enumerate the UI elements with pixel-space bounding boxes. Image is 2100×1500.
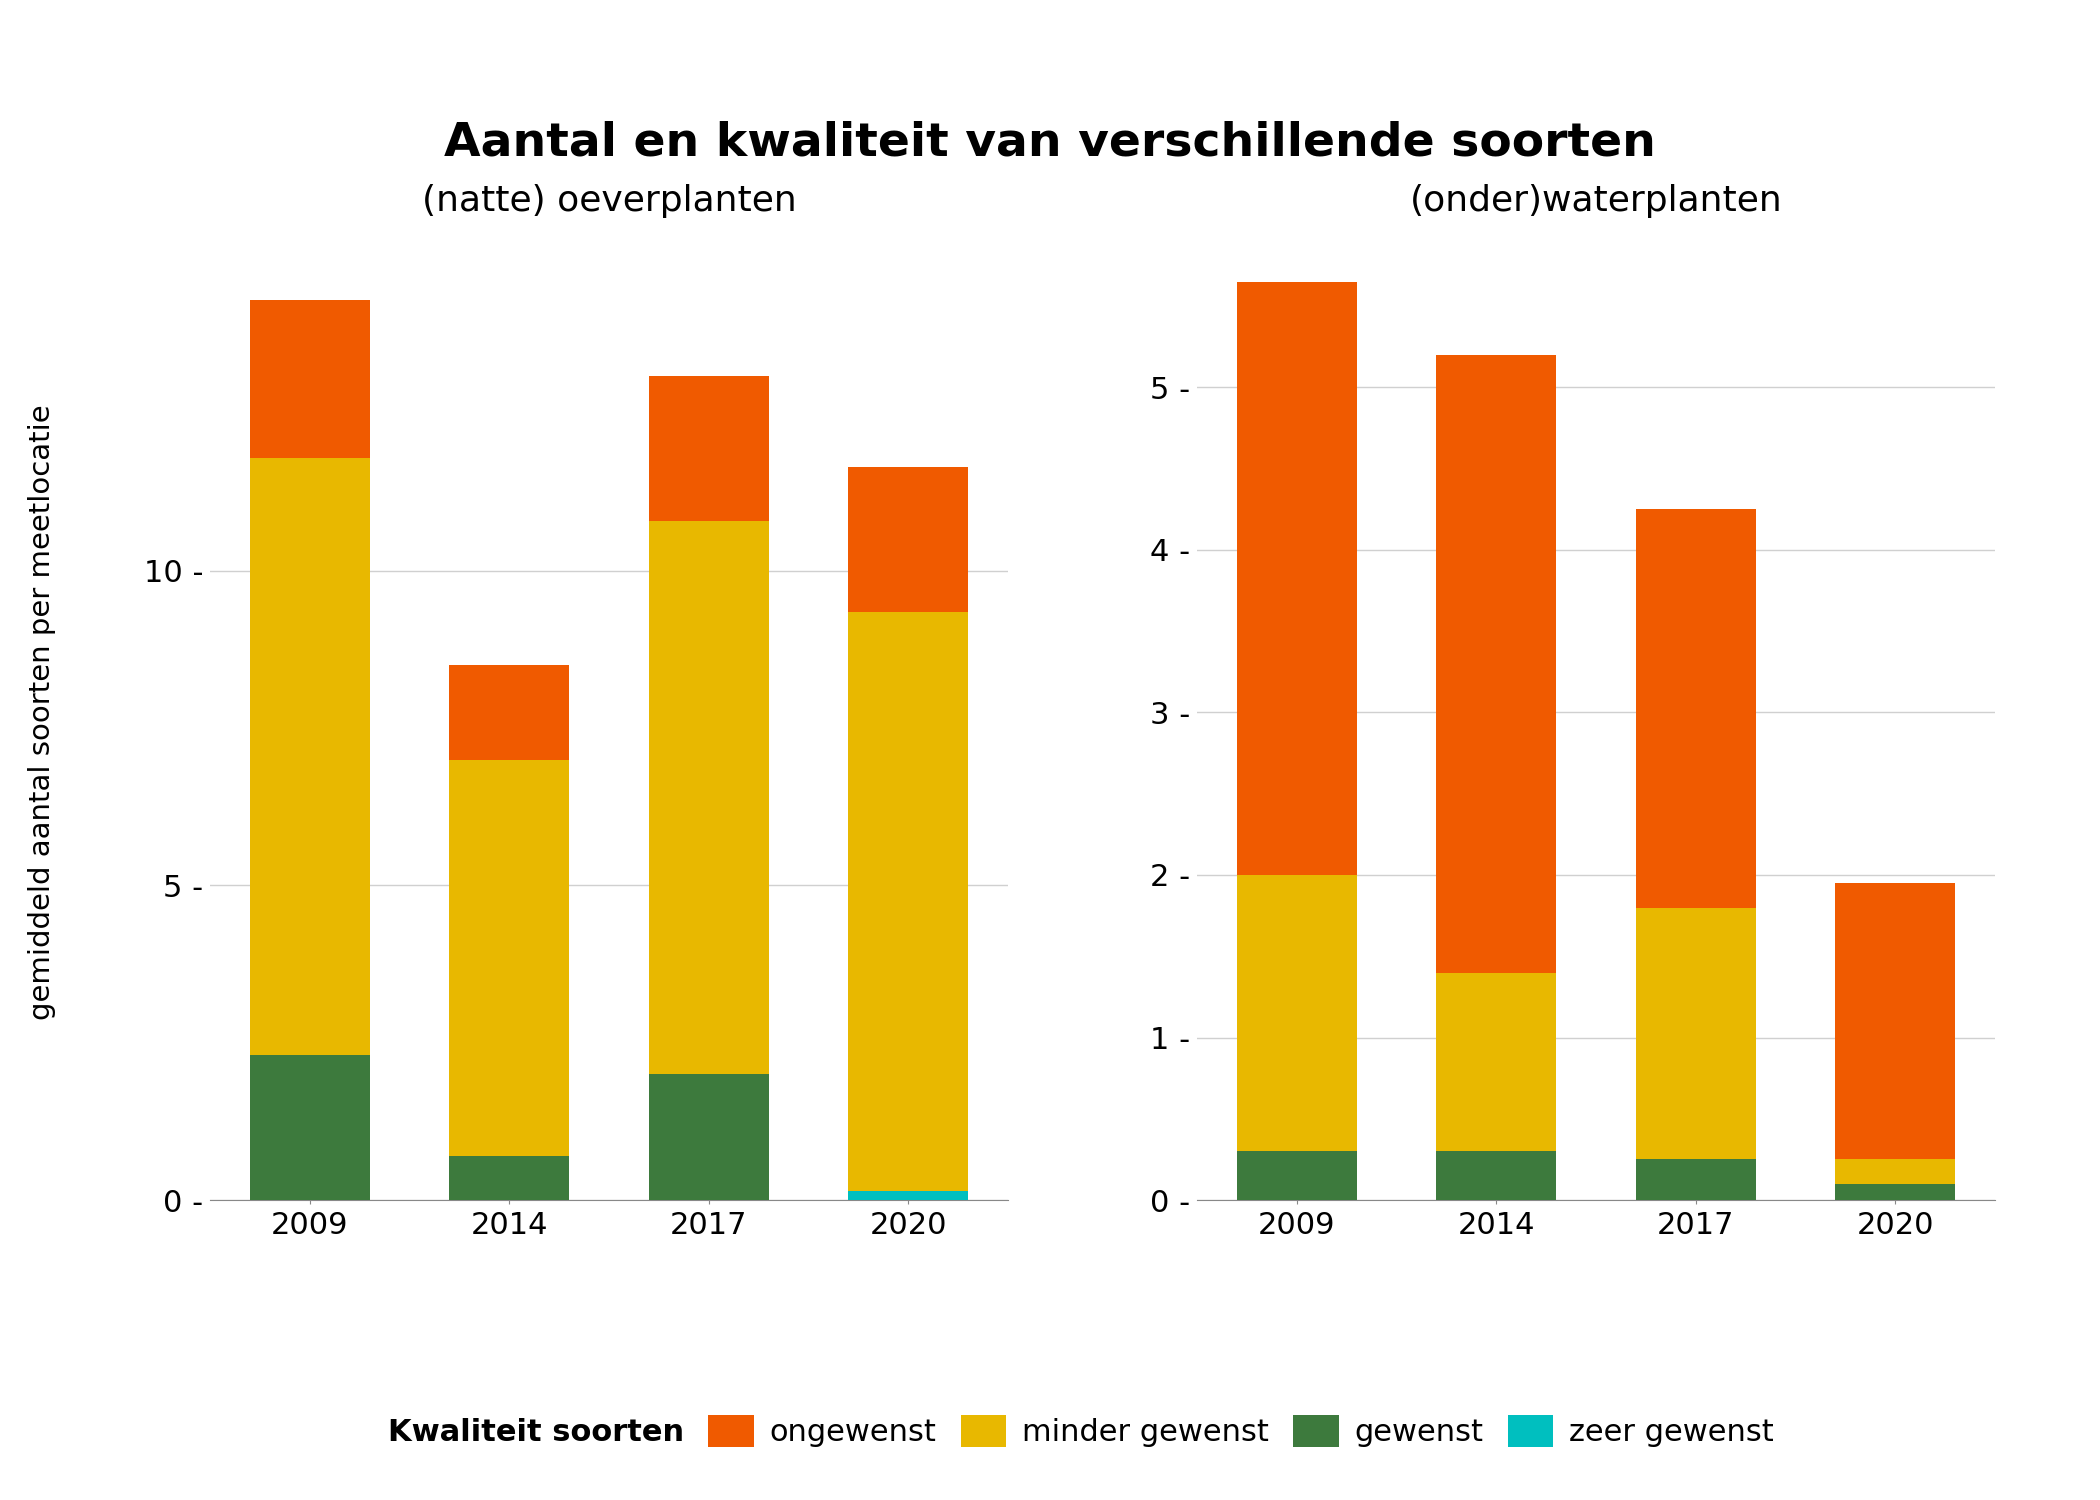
Legend: Kwaliteit soorten, ongewenst, minder gewenst, gewenst, zeer gewenst: Kwaliteit soorten, ongewenst, minder gew… [326,1416,1774,1448]
Bar [449,759,569,1156]
Bar [1237,874,1357,1152]
Bar [250,458,370,1056]
Bar [1636,908,1756,1160]
Bar [1835,1184,1955,1200]
Bar [1237,282,1357,874]
Bar [848,466,968,612]
Bar [848,612,968,1191]
Bar [1436,1152,1556,1200]
Bar [1636,510,1756,908]
Title: (natte) oeverplanten: (natte) oeverplanten [422,184,796,218]
Bar [649,1074,769,1200]
Bar [848,1191,968,1200]
Bar [449,666,569,759]
Bar [649,520,769,1074]
Bar [1636,1160,1756,1200]
Bar [250,300,370,458]
Bar [250,1056,370,1200]
Title: (onder)waterplanten: (onder)waterplanten [1409,184,1783,218]
Bar [1835,1160,1955,1184]
Bar [1835,884,1955,1160]
Bar [1436,356,1556,972]
Text: gemiddeld aantal soorten per meetlocatie: gemiddeld aantal soorten per meetlocatie [27,405,57,1020]
Bar [1436,972,1556,1152]
Bar [649,376,769,520]
Bar [1237,1152,1357,1200]
Bar [449,1156,569,1200]
Text: Aantal en kwaliteit van verschillende soorten: Aantal en kwaliteit van verschillende so… [443,120,1657,165]
